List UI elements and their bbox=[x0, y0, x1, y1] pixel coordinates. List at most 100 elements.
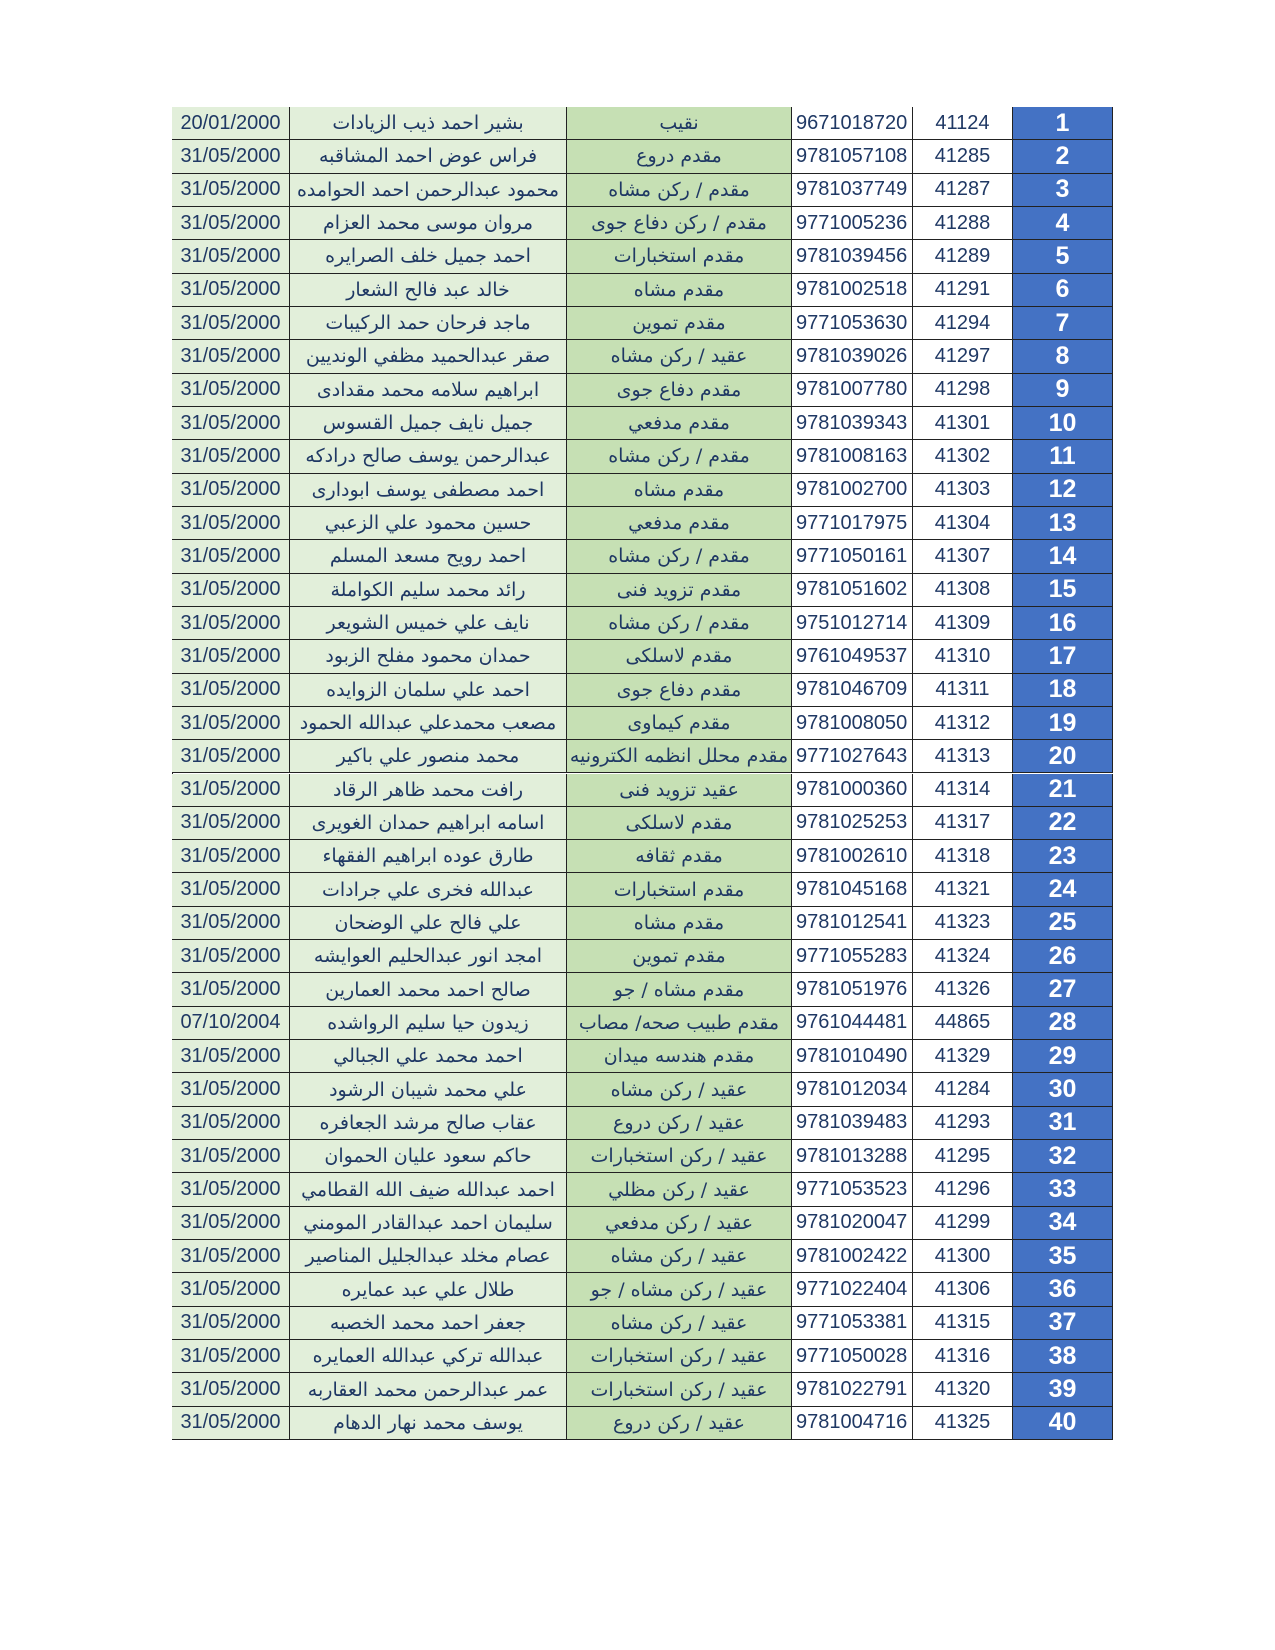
row-number: 24 bbox=[1013, 873, 1113, 907]
date: 31/05/2000 bbox=[172, 1073, 290, 1107]
date: 31/05/2000 bbox=[172, 1340, 290, 1374]
rank: مقدم مشاه / جو bbox=[567, 973, 792, 1007]
military-number: 41324 bbox=[913, 940, 1013, 974]
date: 31/05/2000 bbox=[172, 1273, 290, 1307]
date: 31/05/2000 bbox=[172, 1140, 290, 1174]
national-number: 9771050028 bbox=[792, 1340, 913, 1374]
row-number: 11 bbox=[1013, 440, 1113, 474]
full-name: فراس عوض احمد المشاقبه bbox=[290, 140, 567, 174]
row-number: 40 bbox=[1013, 1406, 1113, 1440]
military-number: 41315 bbox=[913, 1306, 1013, 1340]
row-number: 31 bbox=[1013, 1106, 1113, 1141]
national-number: 9771055283 bbox=[792, 940, 913, 974]
date: 31/05/2000 bbox=[172, 1306, 290, 1340]
row-number: 12 bbox=[1013, 473, 1113, 507]
rank: مقدم محلل انظمه الكترونيه bbox=[567, 740, 792, 774]
rank: مقدم مشاه bbox=[567, 906, 792, 941]
date: 31/05/2000 bbox=[172, 340, 290, 374]
military-number: 41287 bbox=[913, 173, 1013, 207]
military-number: 41318 bbox=[913, 840, 1013, 874]
date: 31/05/2000 bbox=[172, 1240, 290, 1274]
national-number: 9781013288 bbox=[792, 1140, 913, 1174]
full-name: طلال علي عبد عمايره bbox=[290, 1273, 567, 1307]
full-name: حسين محمود علي الزعبي bbox=[290, 506, 567, 541]
rank: عقيد / ركن استخبارات bbox=[567, 1140, 792, 1174]
date: 31/05/2000 bbox=[172, 806, 290, 841]
date: 31/05/2000 bbox=[172, 640, 290, 674]
military-number: 41309 bbox=[913, 606, 1013, 641]
row-number: 18 bbox=[1013, 673, 1113, 707]
military-number: 41124 bbox=[913, 107, 1013, 141]
rank: مقدم لاسلكى bbox=[567, 640, 792, 674]
full-name: احمد عبدالله ضيف الله القطامي bbox=[290, 1173, 567, 1207]
military-number: 41303 bbox=[913, 473, 1013, 507]
date: 31/05/2000 bbox=[172, 1040, 290, 1074]
military-number: 41325 bbox=[913, 1406, 1013, 1440]
full-name: محمود عبدالرحمن احمد الحوامده bbox=[290, 173, 567, 207]
row-number: 39 bbox=[1013, 1373, 1113, 1407]
date: 07/10/2004 bbox=[172, 1006, 290, 1041]
national-number: 9771050161 bbox=[792, 540, 913, 574]
full-name: صالح احمد محمد العمارين bbox=[290, 973, 567, 1007]
full-name: احمد جميل خلف الصرايره bbox=[290, 240, 567, 274]
row-number: 13 bbox=[1013, 506, 1113, 541]
national-number: 9781008050 bbox=[792, 706, 913, 741]
national-number: 9781002700 bbox=[792, 473, 913, 507]
rank: عقيد / ركن استخبارات bbox=[567, 1373, 792, 1407]
row-number: 35 bbox=[1013, 1240, 1113, 1274]
national-number: 9751012714 bbox=[792, 606, 913, 641]
national-number: 9781045168 bbox=[792, 873, 913, 907]
row-number: 7 bbox=[1013, 306, 1113, 341]
military-number: 41317 bbox=[913, 806, 1013, 841]
full-name: حاكم سعود عليان الحموان bbox=[290, 1140, 567, 1174]
military-number: 41285 bbox=[913, 140, 1013, 174]
full-name: عبدالله تركي عبدالله العمايره bbox=[290, 1340, 567, 1374]
full-name: زيدون حيا سليم الرواشده bbox=[290, 1006, 567, 1041]
military-number: 41289 bbox=[913, 240, 1013, 274]
date: 31/05/2000 bbox=[172, 840, 290, 874]
rank: نقيب bbox=[567, 107, 792, 141]
national-number: 9771005236 bbox=[792, 206, 913, 241]
row-number: 27 bbox=[1013, 973, 1113, 1007]
rank: مقدم / ركن مشاه bbox=[567, 540, 792, 574]
row-number: 29 bbox=[1013, 1040, 1113, 1074]
rank: مقدم دفاع جوى bbox=[567, 373, 792, 407]
national-number: 9781039483 bbox=[792, 1106, 913, 1141]
national-number: 9781000360 bbox=[792, 773, 913, 807]
row-number: 38 bbox=[1013, 1340, 1113, 1374]
date: 31/05/2000 bbox=[172, 440, 290, 474]
date: 31/05/2000 bbox=[172, 473, 290, 507]
military-number: 41314 bbox=[913, 773, 1013, 807]
rank: عقيد / ركن مشاه bbox=[567, 1073, 792, 1107]
date: 31/05/2000 bbox=[172, 506, 290, 541]
rank: مقدم مدفعي bbox=[567, 406, 792, 441]
national-number: 9761049537 bbox=[792, 640, 913, 674]
full-name: بشير احمد ذيب الزيادات bbox=[290, 107, 567, 141]
row-number: 19 bbox=[1013, 706, 1113, 741]
date: 31/05/2000 bbox=[172, 973, 290, 1007]
military-number: 41299 bbox=[913, 1206, 1013, 1241]
rank: مقدم / ركن دفاع جوى bbox=[567, 206, 792, 241]
national-number: 9781037749 bbox=[792, 173, 913, 207]
rank: مقدم استخبارات bbox=[567, 240, 792, 274]
rank: عقيد / ركن مشاه bbox=[567, 1240, 792, 1274]
military-number: 41310 bbox=[913, 640, 1013, 674]
row-number: 32 bbox=[1013, 1140, 1113, 1174]
full-name: سليمان احمد عبدالقادر المومني bbox=[290, 1206, 567, 1241]
military-number: 41296 bbox=[913, 1173, 1013, 1207]
full-name: عبدالرحمن يوسف صالح درادكه bbox=[290, 440, 567, 474]
full-name: حمدان محمود مفلح الزبود bbox=[290, 640, 567, 674]
national-number: 9771053381 bbox=[792, 1306, 913, 1340]
full-name: مصعب محمدعلي عبدالله الحمود bbox=[290, 706, 567, 741]
military-number: 41302 bbox=[913, 440, 1013, 474]
row-number: 4 bbox=[1013, 206, 1113, 241]
rank: مقدم / ركن مشاه bbox=[567, 440, 792, 474]
full-name: طارق عوده ابراهيم الفقهاء bbox=[290, 840, 567, 874]
rank: عقيد / ركن مشاه bbox=[567, 1306, 792, 1340]
rank: مقدم كيماوى bbox=[567, 706, 792, 741]
date: 31/05/2000 bbox=[172, 273, 290, 307]
date: 31/05/2000 bbox=[172, 140, 290, 174]
rank: مقدم مدفعي bbox=[567, 506, 792, 541]
